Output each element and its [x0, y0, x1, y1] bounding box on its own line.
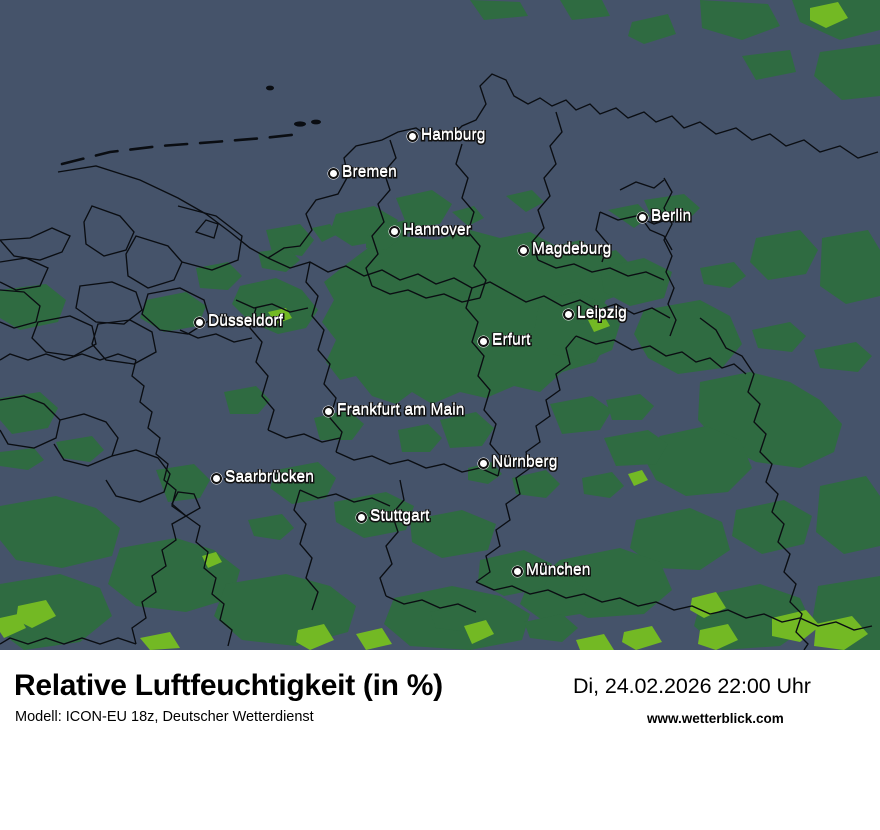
city-marker-dot	[478, 335, 489, 347]
website-credit: www.wetterblick.com	[647, 711, 784, 726]
forecast-datetime: Di, 24.02.2026 22:00 Uhr	[573, 674, 811, 698]
island-dots	[266, 85, 321, 127]
city-name-text: Nürnberg	[492, 453, 558, 470]
city-name-wrapper: Erfurt Erfurt	[490, 331, 531, 350]
city-name-outline: Hannover	[401, 221, 472, 240]
city-name-wrapper: Berlin Berlin	[649, 207, 692, 226]
city-marker-dot	[478, 457, 489, 469]
city-label-saarbr-cken[interactable]: Saarbrücken Saarbrücken	[211, 468, 315, 487]
city-name-outline: Nürnberg	[490, 453, 558, 472]
city-name-wrapper: Hamburg Hamburg	[419, 126, 486, 145]
city-marker-dot	[356, 511, 367, 523]
city-name-wrapper: Frankfurt am Main Frankfurt am Main	[335, 401, 465, 420]
city-marker-dot	[512, 565, 523, 577]
city-name-wrapper: Hannover Hannover	[401, 221, 472, 240]
city-name-wrapper: Bremen Bremen	[340, 163, 398, 182]
city-name-text: Berlin	[651, 207, 692, 224]
city-name-wrapper: Düsseldorf Düsseldorf	[206, 312, 284, 331]
city-marker-dot	[323, 405, 334, 417]
city-name-wrapper: München München	[524, 561, 591, 580]
city-name-wrapper: Stuttgart Stuttgart	[368, 507, 430, 526]
frisian-islands	[60, 132, 302, 166]
city-label-magdeburg[interactable]: Magdeburg Magdeburg	[518, 240, 613, 259]
city-name-wrapper: Leipzig Leipzig	[575, 304, 628, 323]
city-name-wrapper: Saarbrücken Saarbrücken	[223, 468, 315, 487]
city-name-text: Leipzig	[577, 304, 627, 321]
city-name-outline: Saarbrücken	[223, 468, 315, 487]
city-name-text: Saarbrücken	[225, 468, 314, 485]
city-marker-dot	[328, 167, 339, 179]
city-label-erfurt[interactable]: Erfurt Erfurt	[478, 331, 532, 350]
city-name-text: Hannover	[403, 221, 472, 238]
city-label-stuttgart[interactable]: Stuttgart Stuttgart	[356, 507, 431, 526]
city-name-text: Frankfurt am Main	[337, 401, 465, 418]
city-name-text: Hamburg	[421, 126, 486, 143]
city-label-berlin[interactable]: Berlin Berlin	[637, 207, 693, 226]
city-label-m-nchen[interactable]: München München	[512, 561, 592, 580]
humidity-band-80-90	[0, 0, 880, 650]
city-label-bremen[interactable]: Bremen Bremen	[328, 163, 398, 182]
city-name-text: Erfurt	[492, 331, 531, 348]
city-name-outline: Erfurt	[490, 331, 531, 350]
city-name-wrapper: Nürnberg Nürnberg	[490, 453, 558, 472]
city-name-outline: München	[524, 561, 591, 580]
map-canvas	[0, 0, 880, 650]
city-name-outline: Frankfurt am Main	[335, 401, 465, 420]
humidity-map[interactable]: Hamburg Hamburg Bremen Bremen Berlin Berlin Ha…	[0, 0, 880, 650]
city-name-outline: Düsseldorf	[206, 312, 284, 331]
model-subtitle: Modell: ICON-EU 18z, Deutscher Wetterdie…	[15, 709, 314, 725]
city-marker-dot	[407, 130, 418, 142]
city-name-text: Düsseldorf	[208, 312, 284, 329]
city-name-text: Stuttgart	[370, 507, 430, 524]
city-name-text: München	[526, 561, 591, 578]
city-marker-dot	[211, 472, 222, 484]
city-name-wrapper: Magdeburg Magdeburg	[530, 240, 612, 259]
city-label-hamburg[interactable]: Hamburg Hamburg	[407, 126, 487, 145]
city-name-outline: Magdeburg	[530, 240, 612, 259]
city-marker-dot	[194, 316, 205, 328]
city-label-hannover[interactable]: Hannover Hannover	[389, 221, 472, 240]
city-marker-dot	[563, 308, 574, 320]
city-marker-dot	[518, 244, 529, 256]
city-marker-dot	[637, 211, 648, 223]
city-label-frankfurt-am-main[interactable]: Frankfurt am Main Frankfurt am Main	[323, 401, 466, 420]
city-marker-dot	[389, 225, 400, 237]
city-label-leipzig[interactable]: Leipzig Leipzig	[563, 304, 628, 323]
city-name-outline: Hamburg	[419, 126, 486, 145]
city-label-n-rnberg[interactable]: Nürnberg Nürnberg	[478, 453, 559, 472]
city-name-outline: Bremen	[340, 163, 398, 182]
city-name-outline: Berlin	[649, 207, 692, 226]
city-name-outline: Stuttgart	[368, 507, 430, 526]
region-borders	[0, 73, 879, 650]
footer-panel: Relative Luftfeuchtigkeit (in %) Modell:…	[0, 650, 880, 830]
city-name-outline: Leipzig	[575, 304, 628, 323]
humidity-band-70-80	[0, 2, 868, 650]
city-name-text: Magdeburg	[532, 240, 612, 257]
city-label-d-sseldorf[interactable]: Düsseldorf Düsseldorf	[194, 312, 285, 331]
city-name-text: Bremen	[342, 163, 397, 180]
page-title: Relative Luftfeuchtigkeit (in %)	[14, 669, 443, 702]
